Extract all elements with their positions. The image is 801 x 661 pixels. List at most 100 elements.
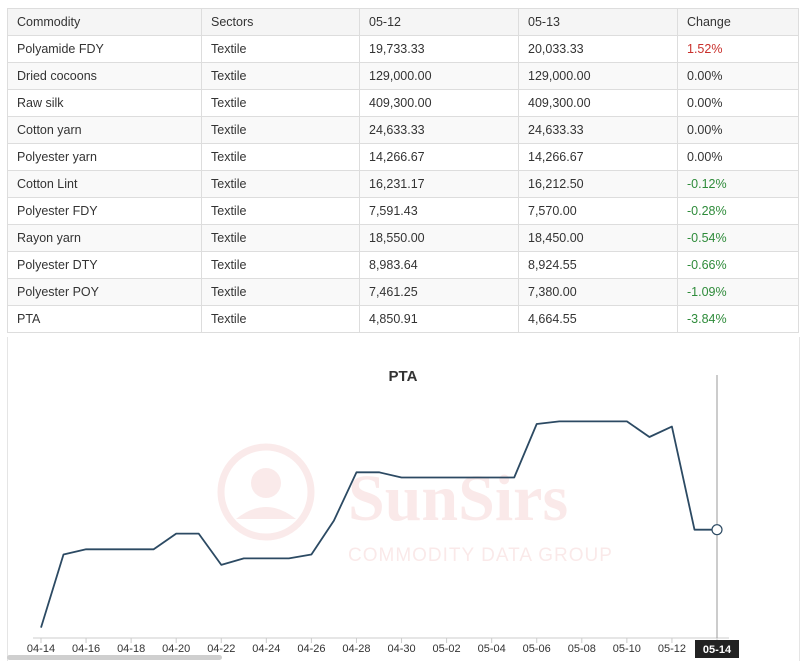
x-tick-label: 05-02 [433, 643, 461, 655]
x-tick-label: 05-12 [658, 643, 686, 655]
cell-sector: Textile [201, 62, 360, 90]
table-row[interactable]: Polyester FDY Textile 7,591.43 7,570.00 -0.2… [7, 197, 799, 225]
cell-price-1: 16,231.17 [359, 170, 519, 198]
cell-price-1: 7,461.25 [359, 278, 519, 306]
cell-commodity: Polyester POY [7, 278, 202, 306]
cell-change: -0.28% [677, 197, 799, 225]
chart-svg: SunSirs COMMODITY DATA GROUP PTA 04-14 04… [27, 368, 739, 658]
watermark-logo-ring [217, 443, 315, 541]
cell-price-2: 129,000.00 [518, 62, 678, 90]
series-group [40, 420, 723, 628]
commodity-table-container: Commodity Sectors 05-12 05-13 Change Pol… [7, 8, 799, 333]
table-row[interactable]: Polyester DTY Textile 8,983.64 8,924.55 -0.6… [7, 251, 799, 279]
table-row[interactable]: Polyester POY Textile 7,461.25 7,380.00 -1.0… [7, 278, 799, 306]
horizontal-scrollbar[interactable] [7, 655, 222, 660]
cell-price-2: 7,570.00 [518, 197, 678, 225]
table-row[interactable]: Polyamide FDY Textile 19,733.33 20,033.33 1.… [7, 35, 799, 63]
cell-sector: Textile [201, 35, 360, 63]
watermark-tagline: COMMODITY DATA GROUP [348, 545, 613, 566]
cell-price-1: 24,633.33 [359, 116, 519, 144]
series-line [40, 420, 717, 628]
table-row[interactable]: Dried cocoons Textile 129,000.00 129,000.00… [7, 62, 799, 90]
cell-commodity: Polyester FDY [7, 197, 202, 225]
commodity-price-table: Commodity Sectors 05-12 05-13 Change Pol… [7, 8, 799, 333]
cell-commodity: Cotton yarn [7, 116, 202, 144]
cell-sector: Textile [201, 305, 360, 333]
cell-commodity: Raw silk [7, 89, 202, 117]
cell-price-2: 14,266.67 [518, 143, 678, 171]
cell-price-2: 8,924.55 [518, 251, 678, 279]
x-tick-label: 04-14 [27, 643, 55, 655]
x-tick-label: 04-18 [117, 643, 145, 655]
cell-commodity: Rayon yarn [7, 224, 202, 252]
header-commodity[interactable]: Commodity [7, 8, 202, 36]
cell-price-2: 20,033.33 [518, 35, 678, 63]
highlighted-data-point [711, 524, 723, 536]
cell-sector: Textile [201, 197, 360, 225]
cell-commodity: PTA [7, 305, 202, 333]
table-row[interactable]: Cotton yarn Textile 24,633.33 24,633.33 0.00… [7, 116, 799, 144]
cell-price-1: 14,266.67 [359, 143, 519, 171]
table-row[interactable]: Cotton Lint Textile 16,231.17 16,212.50 -0.1… [7, 170, 799, 198]
x-axis: 04-14 04-16 04-18 04-20 04-22 04-24 04-26 04-28… [27, 375, 739, 658]
cell-price-1: 19,733.33 [359, 35, 519, 63]
cell-commodity: Polyester DTY [7, 251, 202, 279]
watermark-logo-body [236, 507, 296, 519]
cell-sector: Textile [201, 143, 360, 171]
table-row[interactable]: Rayon yarn Textile 18,550.00 18,450.00 -0.54… [7, 224, 799, 252]
cell-change: -0.66% [677, 251, 799, 279]
highlighted-tick-bg [695, 640, 739, 658]
cell-change: -3.84% [677, 305, 799, 333]
cell-price-1: 8,983.64 [359, 251, 519, 279]
cell-price-2: 409,300.00 [518, 89, 678, 117]
cell-price-1: 129,000.00 [359, 62, 519, 90]
cell-price-1: 7,591.43 [359, 197, 519, 225]
cell-price-1: 409,300.00 [359, 89, 519, 117]
cell-price-2: 18,450.00 [518, 224, 678, 252]
cell-price-2: 16,212.50 [518, 170, 678, 198]
x-tick-label: 04-20 [162, 643, 190, 655]
cell-sector: Textile [201, 224, 360, 252]
cell-price-2: 7,380.00 [518, 278, 678, 306]
x-tick-label-highlighted: 05-14 [703, 644, 732, 656]
cell-commodity: Polyester yarn [7, 143, 202, 171]
cell-commodity: Polyamide FDY [7, 35, 202, 63]
table-row[interactable]: PTA Textile 4,850.91 4,664.55 -3.84% [7, 305, 799, 333]
table-row[interactable]: Raw silk Textile 409,300.00 409,300.00 0.00% [7, 89, 799, 117]
header-date-1[interactable]: 05-12 [359, 8, 519, 36]
x-tick-label: 04-30 [387, 643, 415, 655]
cell-change: 0.00% [677, 62, 799, 90]
x-tick-label: 05-08 [568, 643, 596, 655]
table-row[interactable]: Polyester yarn Textile 14,266.67 14,266.67 0… [7, 143, 799, 171]
cell-change: 1.52% [677, 35, 799, 63]
cell-sector: Textile [201, 116, 360, 144]
cell-change: 0.00% [677, 143, 799, 171]
cell-price-1: 4,850.91 [359, 305, 519, 333]
x-tick-label: 04-22 [207, 643, 235, 655]
x-tick-label: 05-10 [613, 643, 641, 655]
x-tick-label: 04-16 [72, 643, 100, 655]
cell-change: -0.54% [677, 224, 799, 252]
cell-change: -0.12% [677, 170, 799, 198]
header-date-2[interactable]: 05-13 [518, 8, 678, 36]
header-sectors[interactable]: Sectors [201, 8, 360, 36]
cell-price-2: 4,664.55 [518, 305, 678, 333]
chart-title: PTA [389, 368, 418, 385]
cell-change: 0.00% [677, 116, 799, 144]
x-tick-label: 05-06 [523, 643, 551, 655]
cell-sector: Textile [201, 251, 360, 279]
table-header-row: Commodity Sectors 05-12 05-13 Change [7, 8, 799, 36]
cell-commodity: Cotton Lint [7, 170, 202, 198]
cell-change: -1.09% [677, 278, 799, 306]
x-tick-label: 04-28 [342, 643, 370, 655]
cell-sector: Textile [201, 170, 360, 198]
cell-change: 0.00% [677, 89, 799, 117]
header-change[interactable]: Change [677, 8, 799, 36]
x-tick-label: 04-24 [252, 643, 280, 655]
watermark: SunSirs COMMODITY DATA GROUP [217, 443, 613, 566]
pta-price-chart[interactable]: SunSirs COMMODITY DATA GROUP PTA 04-14 04… [7, 337, 800, 661]
cell-commodity: Dried cocoons [7, 62, 202, 90]
x-tick-label: 04-26 [297, 643, 325, 655]
cell-price-1: 18,550.00 [359, 224, 519, 252]
cell-sector: Textile [201, 278, 360, 306]
